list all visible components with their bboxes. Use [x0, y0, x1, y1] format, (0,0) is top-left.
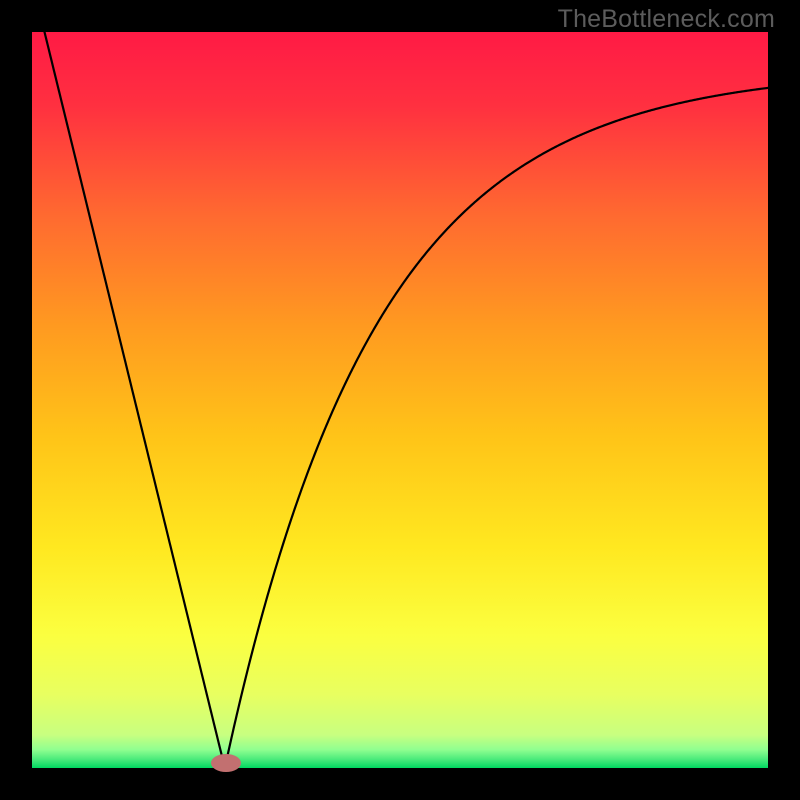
watermark-text: TheBottleneck.com	[558, 5, 775, 34]
plot-svg	[32, 32, 768, 768]
optimum-marker	[211, 754, 241, 772]
plot-background	[32, 32, 768, 768]
chart-container: TheBottleneck.com	[0, 0, 800, 800]
plot-area	[32, 32, 768, 768]
